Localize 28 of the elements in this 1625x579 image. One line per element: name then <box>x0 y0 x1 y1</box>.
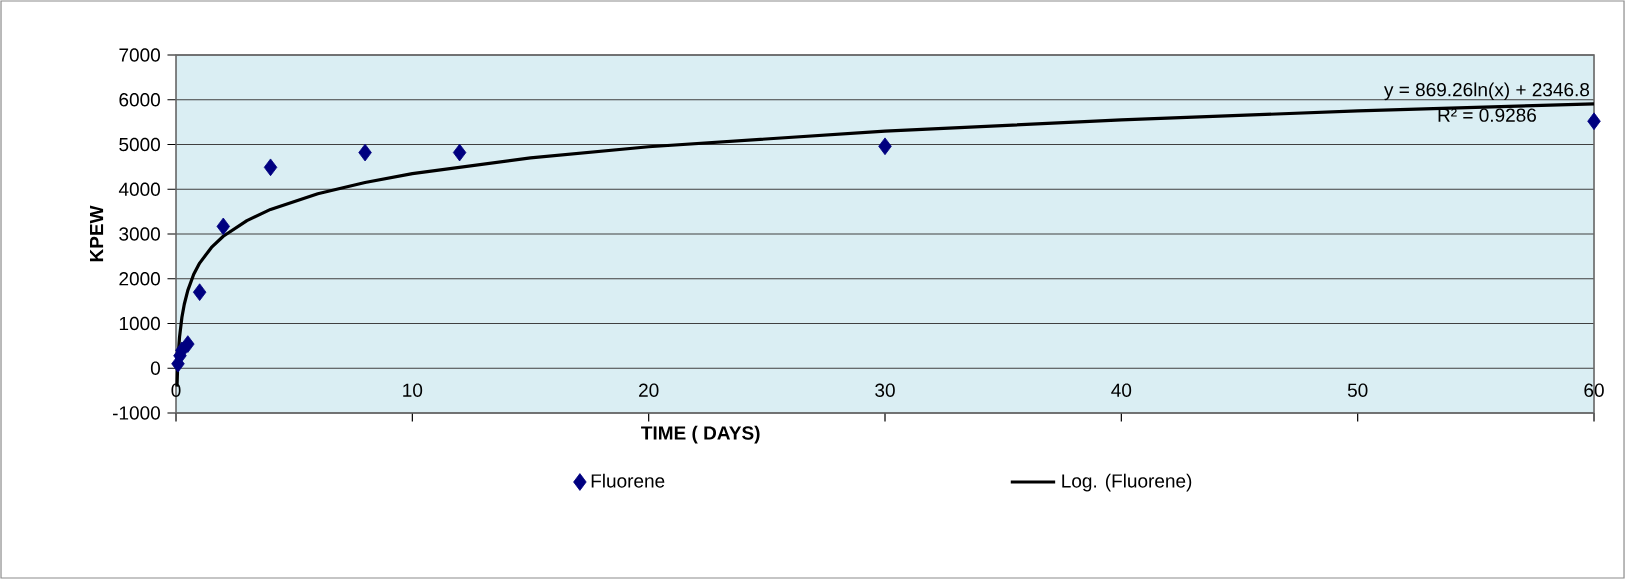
point <box>1587 112 1601 131</box>
legend-label: Fluorene <box>591 473 665 488</box>
point <box>878 137 892 156</box>
point <box>181 335 195 353</box>
y-tick-label: 6000 <box>119 93 160 107</box>
y-tick-label: 7000 <box>119 48 160 62</box>
point <box>192 283 207 301</box>
y-tick-label: 4000 <box>118 182 160 196</box>
point <box>358 143 372 162</box>
y-axis-title: KPEW <box>90 205 104 262</box>
y-tick-label: 1000 <box>119 316 160 331</box>
y-tick-label: 5000 <box>119 137 160 152</box>
point <box>216 217 230 236</box>
annotation: y = 869.26ln(x) + 2346.8 <box>1383 82 1590 101</box>
x-axis-title: TIME ( DAYS) <box>641 425 760 444</box>
x-tick-label: 30 <box>875 383 895 397</box>
x-tick-label: 20 <box>639 383 659 397</box>
x-tick-label: 50 <box>1347 383 1368 397</box>
x-tick-label: 10 <box>403 383 423 397</box>
x-tick-label: 40 <box>1111 383 1132 397</box>
y-tick-label: -1000 <box>112 406 160 420</box>
legend-label: Log. (Fluorene) <box>1062 473 1192 492</box>
y-tick-label: 2000 <box>119 272 160 286</box>
x-tick-label: 60 <box>1584 383 1604 397</box>
y-tick-label: 0 <box>150 361 160 375</box>
point <box>263 158 278 177</box>
y-tick-label: 3000 <box>119 227 160 241</box>
point <box>452 143 467 162</box>
